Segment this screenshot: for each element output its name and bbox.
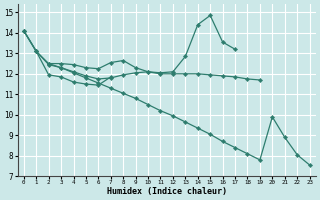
X-axis label: Humidex (Indice chaleur): Humidex (Indice chaleur): [107, 187, 227, 196]
